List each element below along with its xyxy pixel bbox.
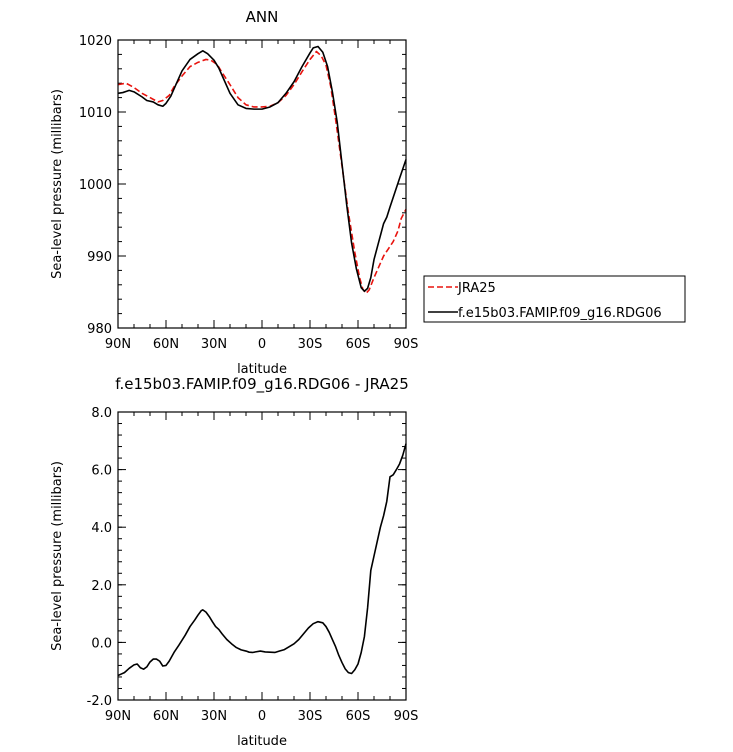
bottom-x-tick-label: 0: [258, 709, 266, 724]
bottom-chart-panel: f.e15b03.FAMIP.f09_g16.RDG06 - JRA25 90N…: [50, 375, 418, 749]
bottom-chart-series: [117, 443, 407, 677]
top-x-tick-label: 60S: [346, 337, 371, 352]
bottom-y-tick-label: 0.0: [91, 636, 112, 651]
bottom-x-tick-label: 60N: [153, 709, 179, 724]
bottom-y-tick-label: -2.0: [87, 694, 112, 709]
top-chart-ylabel: Sea-level pressure (millibars): [50, 89, 65, 279]
legend-label-jra25: JRA25: [457, 281, 496, 296]
bottom-x-tick-label: 90N: [105, 709, 131, 724]
bottom-y-tick-label: 2.0: [91, 579, 112, 594]
top-chart-plot-frame: [117, 39, 407, 329]
top-x-tick-label: 30S: [298, 337, 323, 352]
top-y-tick-label: 1020: [79, 34, 112, 49]
legend-box: [423, 275, 686, 323]
bottom-y-tick-label: 4.0: [91, 521, 112, 536]
bottom-chart-xlabel: latitude: [237, 734, 287, 749]
bottom-x-tick-label: 30N: [201, 709, 227, 724]
bottom-chart-ylabel: Sea-level pressure (millibars): [50, 461, 65, 651]
bottom-chart-plot-frame: [117, 411, 407, 701]
top-y-tick-label: 990: [87, 250, 112, 265]
bottom-y-tick-label: 8.0: [91, 406, 112, 421]
bottom-chart-title: f.e15b03.FAMIP.f09_g16.RDG06 - JRA25: [115, 375, 408, 394]
bottom-chart-ticks: 90N 60N 30N 0 30S 60S 90S -2.0 0.0 2.0 4.0 6.0 8.0: [87, 406, 419, 724]
top-y-tick-label: 1000: [79, 178, 112, 193]
top-x-tick-label: 0: [258, 337, 266, 352]
top-chart-series: [117, 45, 407, 295]
bottom-series-line-0: [117, 443, 407, 677]
top-chart-title: ANN: [246, 8, 279, 26]
bottom-x-tick-label: 30S: [298, 709, 323, 724]
top-chart-xlabel: latitude: [237, 362, 287, 377]
top-chart-panel: ANN 90N 60N 30N 0 30S 60S 90S 980 990 1000 1010 102…: [50, 8, 418, 377]
bottom-y-tick-label: 6.0: [91, 464, 112, 479]
top-chart-ticks: 90N 60N 30N 0 30S 60S 90S 980 990 1000 1010 1020: [79, 34, 418, 352]
top-x-tick-label: 90S: [394, 337, 419, 352]
bottom-x-tick-label: 60S: [346, 709, 371, 724]
top-x-tick-label: 60N: [153, 337, 179, 352]
top-chart-legend: JRA25 f.e15b03.FAMIP.f09_g16.RDG06: [423, 275, 686, 323]
top-x-tick-label: 90N: [105, 337, 131, 352]
top-x-tick-label: 30N: [201, 337, 227, 352]
bottom-x-tick-label: 90S: [394, 709, 419, 724]
legend-label-model: f.e15b03.FAMIP.f09_g16.RDG06: [458, 306, 662, 321]
top-y-tick-label: 1010: [79, 106, 112, 121]
top-y-tick-label: 980: [87, 322, 112, 337]
top-series-line-1: [117, 45, 407, 293]
top-series-line-0: [117, 50, 407, 295]
